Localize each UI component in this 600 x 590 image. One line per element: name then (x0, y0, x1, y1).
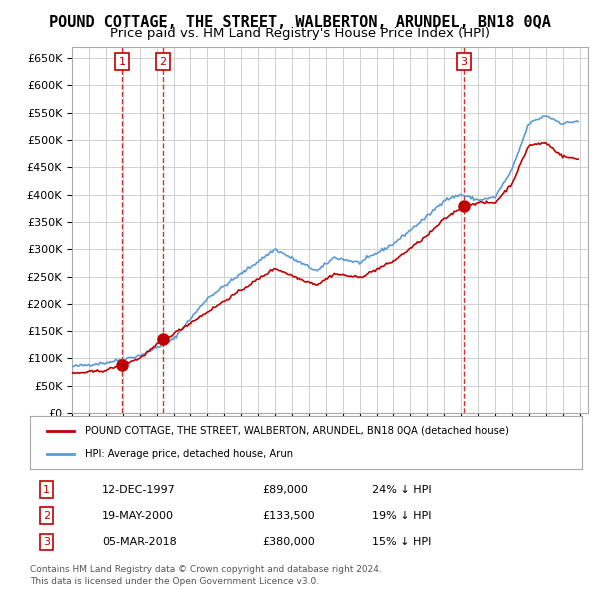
Text: 3: 3 (43, 537, 50, 547)
Text: 24% ↓ HPI: 24% ↓ HPI (372, 484, 432, 494)
Text: 2: 2 (43, 511, 50, 521)
Text: 3: 3 (460, 57, 467, 67)
Text: 1: 1 (118, 57, 125, 67)
Text: 05-MAR-2018: 05-MAR-2018 (102, 537, 176, 547)
Text: POUND COTTAGE, THE STREET, WALBERTON, ARUNDEL, BN18 0QA (detached house): POUND COTTAGE, THE STREET, WALBERTON, AR… (85, 426, 509, 436)
Text: POUND COTTAGE, THE STREET, WALBERTON, ARUNDEL, BN18 0QA: POUND COTTAGE, THE STREET, WALBERTON, AR… (49, 15, 551, 30)
Text: 19-MAY-2000: 19-MAY-2000 (102, 511, 174, 521)
Text: £380,000: £380,000 (262, 537, 314, 547)
Text: Contains HM Land Registry data © Crown copyright and database right 2024.: Contains HM Land Registry data © Crown c… (30, 565, 382, 574)
Text: HPI: Average price, detached house, Arun: HPI: Average price, detached house, Arun (85, 449, 293, 459)
Text: £89,000: £89,000 (262, 484, 308, 494)
Text: 19% ↓ HPI: 19% ↓ HPI (372, 511, 432, 521)
Text: 2: 2 (160, 57, 167, 67)
Text: 12-DEC-1997: 12-DEC-1997 (102, 484, 176, 494)
Text: 1: 1 (43, 484, 50, 494)
Text: £133,500: £133,500 (262, 511, 314, 521)
Text: 15% ↓ HPI: 15% ↓ HPI (372, 537, 431, 547)
Text: This data is licensed under the Open Government Licence v3.0.: This data is licensed under the Open Gov… (30, 577, 319, 586)
Text: Price paid vs. HM Land Registry's House Price Index (HPI): Price paid vs. HM Land Registry's House … (110, 27, 490, 40)
